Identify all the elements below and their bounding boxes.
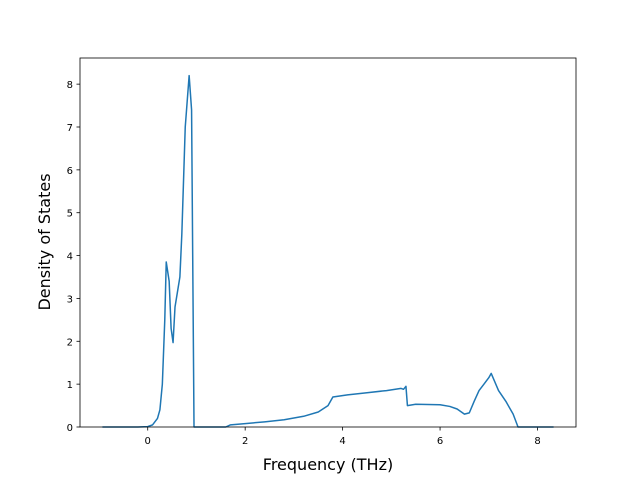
x-tick-label: 4 [339, 436, 345, 447]
x-axis-label: Frequency (THz) [263, 455, 393, 474]
y-tick-label: 1 [67, 380, 73, 391]
y-tick-label: 4 [67, 252, 73, 263]
y-tick-label: 8 [67, 80, 73, 91]
y-tick-label: 3 [67, 294, 73, 305]
y-tick-label: 2 [67, 337, 73, 348]
y-tick-label: 0 [67, 423, 73, 434]
x-tick-label: 6 [437, 436, 443, 447]
axes-frame [79, 57, 577, 428]
y-tick-label: 6 [67, 166, 73, 177]
x-tick-label: 8 [534, 436, 540, 447]
dos-line [102, 74, 554, 428]
y-tick-label: 7 [67, 123, 73, 134]
y-tick-label: 5 [67, 209, 73, 220]
x-tick-label: 0 [145, 436, 151, 447]
y-axis-label: Density of States [35, 173, 54, 310]
x-tick-label: 2 [242, 436, 248, 447]
